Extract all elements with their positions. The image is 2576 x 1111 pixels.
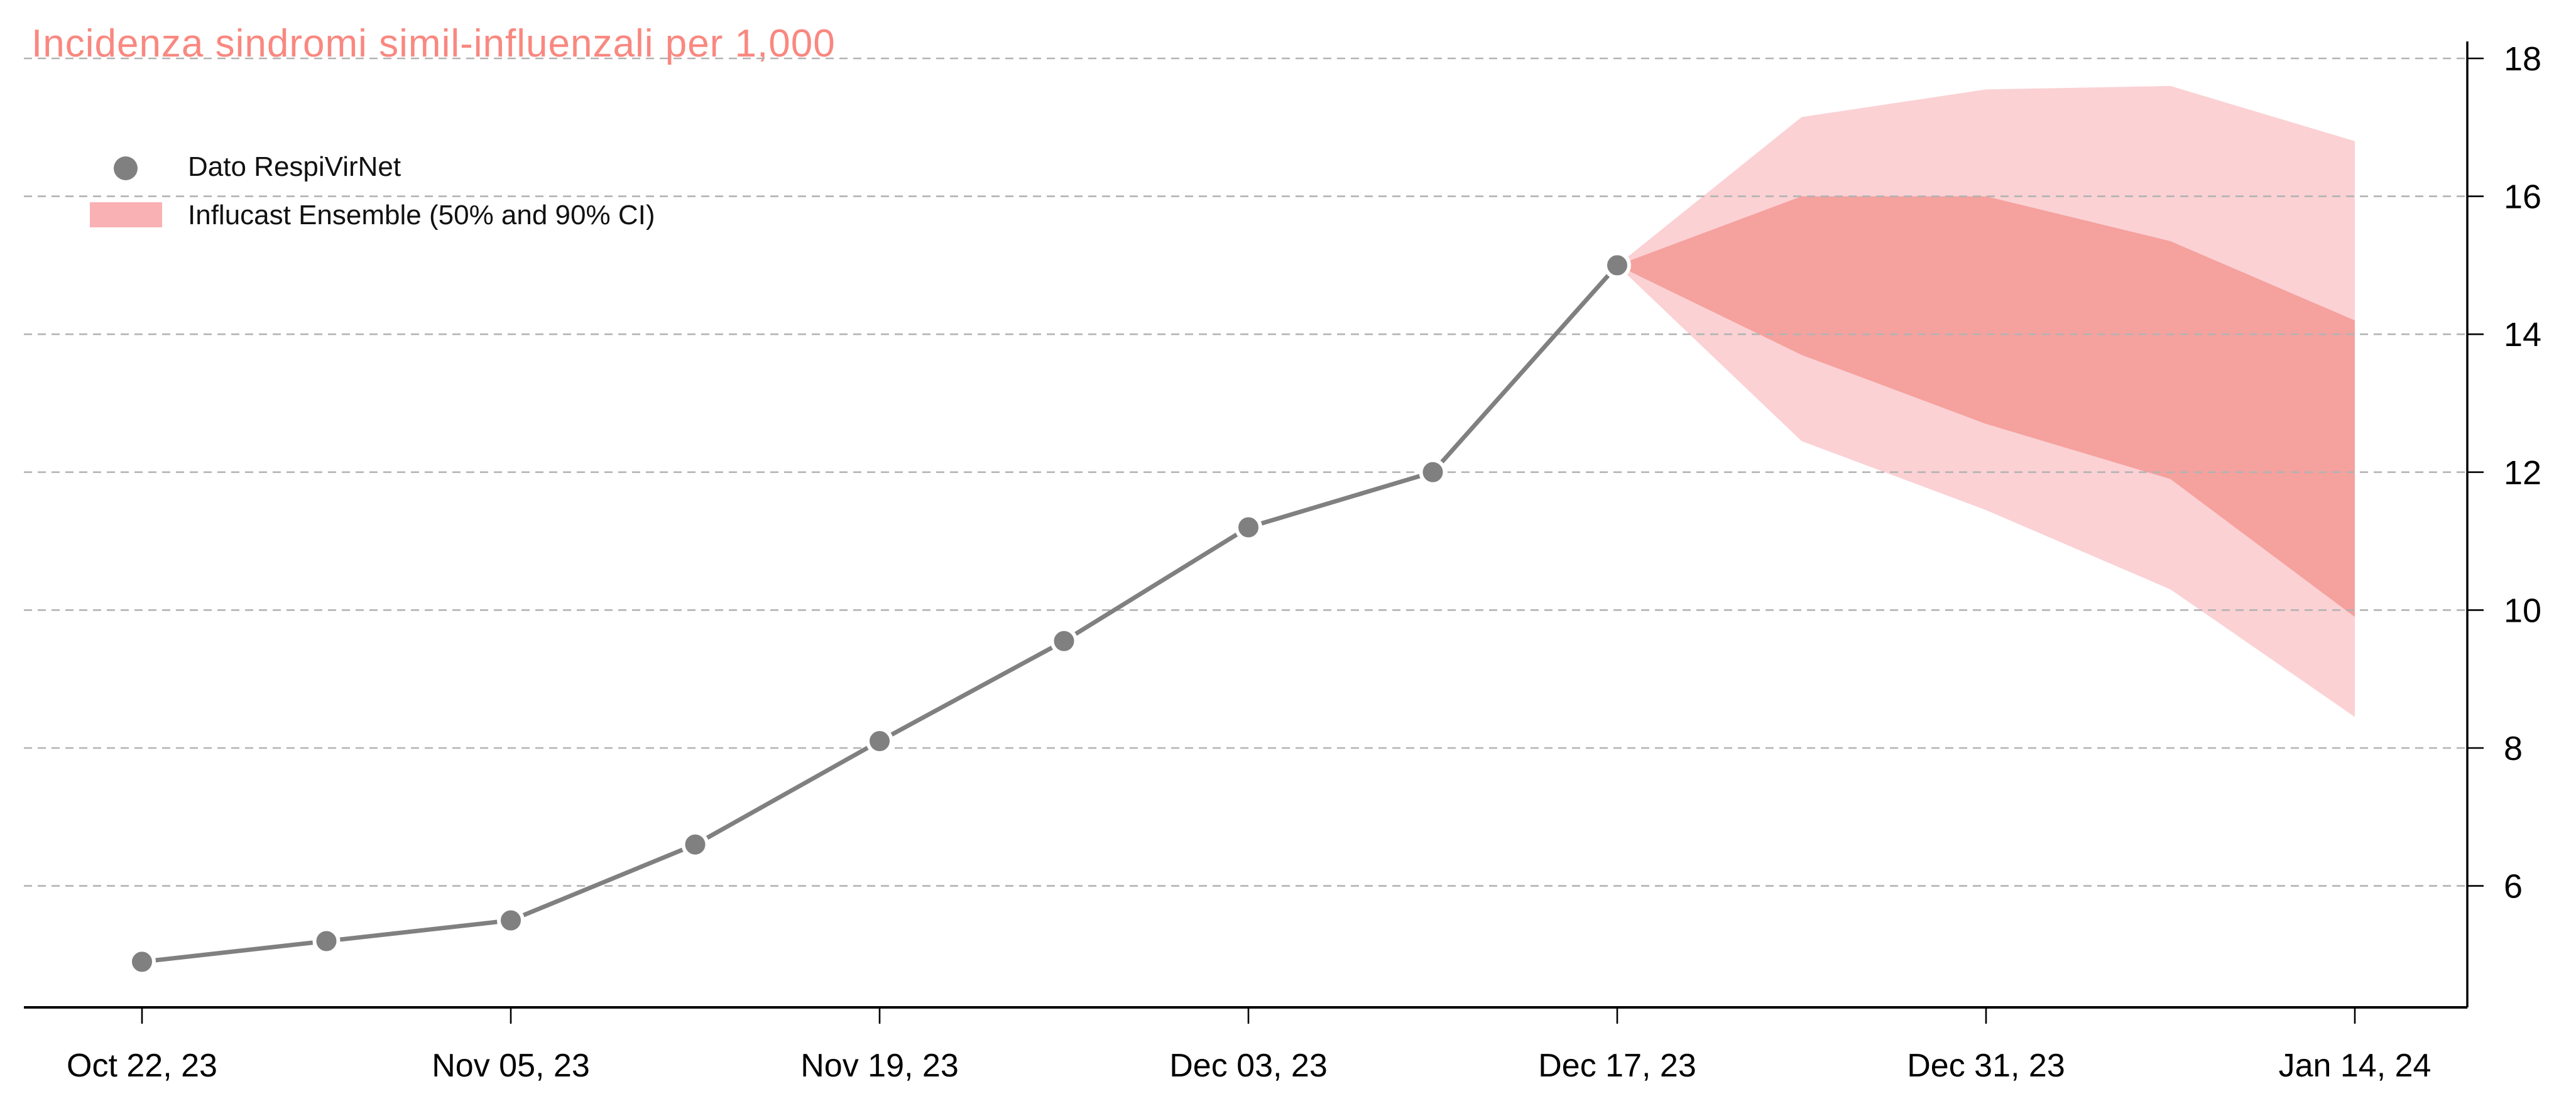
data-point-Dec-03-23 xyxy=(1235,513,1262,541)
y-tick-label-10: 10 xyxy=(2504,592,2541,629)
data-point-Dec-10-23 xyxy=(1419,458,1447,486)
y-tick-label-12: 12 xyxy=(2504,454,2541,492)
legend-label-observed: Dato RespiVirNet xyxy=(188,151,401,182)
observed-line xyxy=(141,264,1619,964)
y-tick-label-8: 8 xyxy=(2504,730,2523,767)
forecast-band-50 xyxy=(1617,196,2355,617)
observed-series xyxy=(128,251,1631,976)
data-point-Nov-12-23 xyxy=(681,830,709,859)
x-tick-label-6: Jan 14, 24 xyxy=(2279,1048,2431,1084)
data-point-Oct-22-23 xyxy=(128,948,156,976)
x-tick-label-4: Dec 17, 23 xyxy=(1538,1048,1696,1084)
data-point-Nov-26-23 xyxy=(1050,627,1078,655)
gridlines xyxy=(24,57,2465,887)
y-tick-label-16: 16 xyxy=(2504,178,2541,216)
x-tick-label-1: Nov 05, 23 xyxy=(432,1048,590,1084)
forecast-bands xyxy=(1617,85,2355,717)
y-tick-label-6: 6 xyxy=(2504,868,2523,906)
data-point-Nov-19-23 xyxy=(866,727,893,756)
data-point-Oct-29-23 xyxy=(312,927,341,955)
axis-tick-labels: Oct 22, 23 Nov 05, 23 Nov 19, 23 Dec 03, 23… xyxy=(67,40,2541,1084)
x-tick-label-5: Dec 31, 23 xyxy=(1907,1048,2065,1084)
x-tick-label-0: Oct 22, 23 xyxy=(67,1048,217,1084)
observed-legend-dot-icon xyxy=(114,156,138,180)
x-tick-label-3: Dec 03, 23 xyxy=(1169,1048,1328,1084)
y-tick-label-14: 14 xyxy=(2504,316,2541,354)
data-point-Dec-17-23 xyxy=(1603,251,1631,279)
axes xyxy=(24,41,2484,1024)
x-tick-label-2: Nov 19, 23 xyxy=(800,1048,959,1084)
forecast-legend-band-icon xyxy=(90,202,162,227)
data-point-Nov-05-23 xyxy=(497,906,525,935)
y-tick-label-18: 18 xyxy=(2504,40,2541,78)
legend-label-forecast: Influcast Ensemble (50% and 90% CI) xyxy=(188,200,655,230)
